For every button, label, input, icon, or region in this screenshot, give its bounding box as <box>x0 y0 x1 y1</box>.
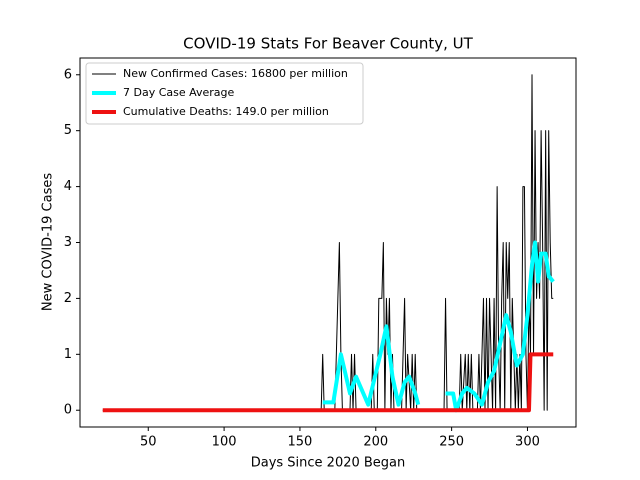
y-tick-label: 6 <box>64 67 72 82</box>
y-axis-label: New COVID-19 Cases <box>41 173 56 311</box>
y-tick-label: 4 <box>64 179 72 194</box>
legend-box <box>85 62 364 125</box>
legend-label: Cumulative Deaths: 149.0 per million <box>123 105 329 118</box>
plot-frame <box>79 57 577 428</box>
y-tick-label: 5 <box>64 123 72 138</box>
y-tick-label: 2 <box>64 291 72 306</box>
legend-label: 7 Day Case Average <box>123 86 235 99</box>
x-axis-label: Days Since 2020 Began <box>251 456 406 471</box>
x-tick-label: 100 <box>212 435 237 450</box>
x-tick-label: 50 <box>140 435 157 450</box>
x-tick-label: 150 <box>288 435 313 450</box>
y-tick-label: 1 <box>64 347 72 362</box>
x-tick-label: 300 <box>515 435 540 450</box>
legend-label: New Confirmed Cases: 16800 per million <box>123 67 348 80</box>
x-tick-label: 200 <box>363 435 388 450</box>
x-tick-label: 250 <box>439 435 464 450</box>
series-line <box>102 352 554 413</box>
series-line <box>322 240 555 413</box>
chart-title: COVID-19 Stats For Beaver County, UT <box>183 35 473 53</box>
y-tick-label: 3 <box>64 235 72 250</box>
y-tick-label: 0 <box>64 403 72 418</box>
series-line <box>102 74 554 411</box>
